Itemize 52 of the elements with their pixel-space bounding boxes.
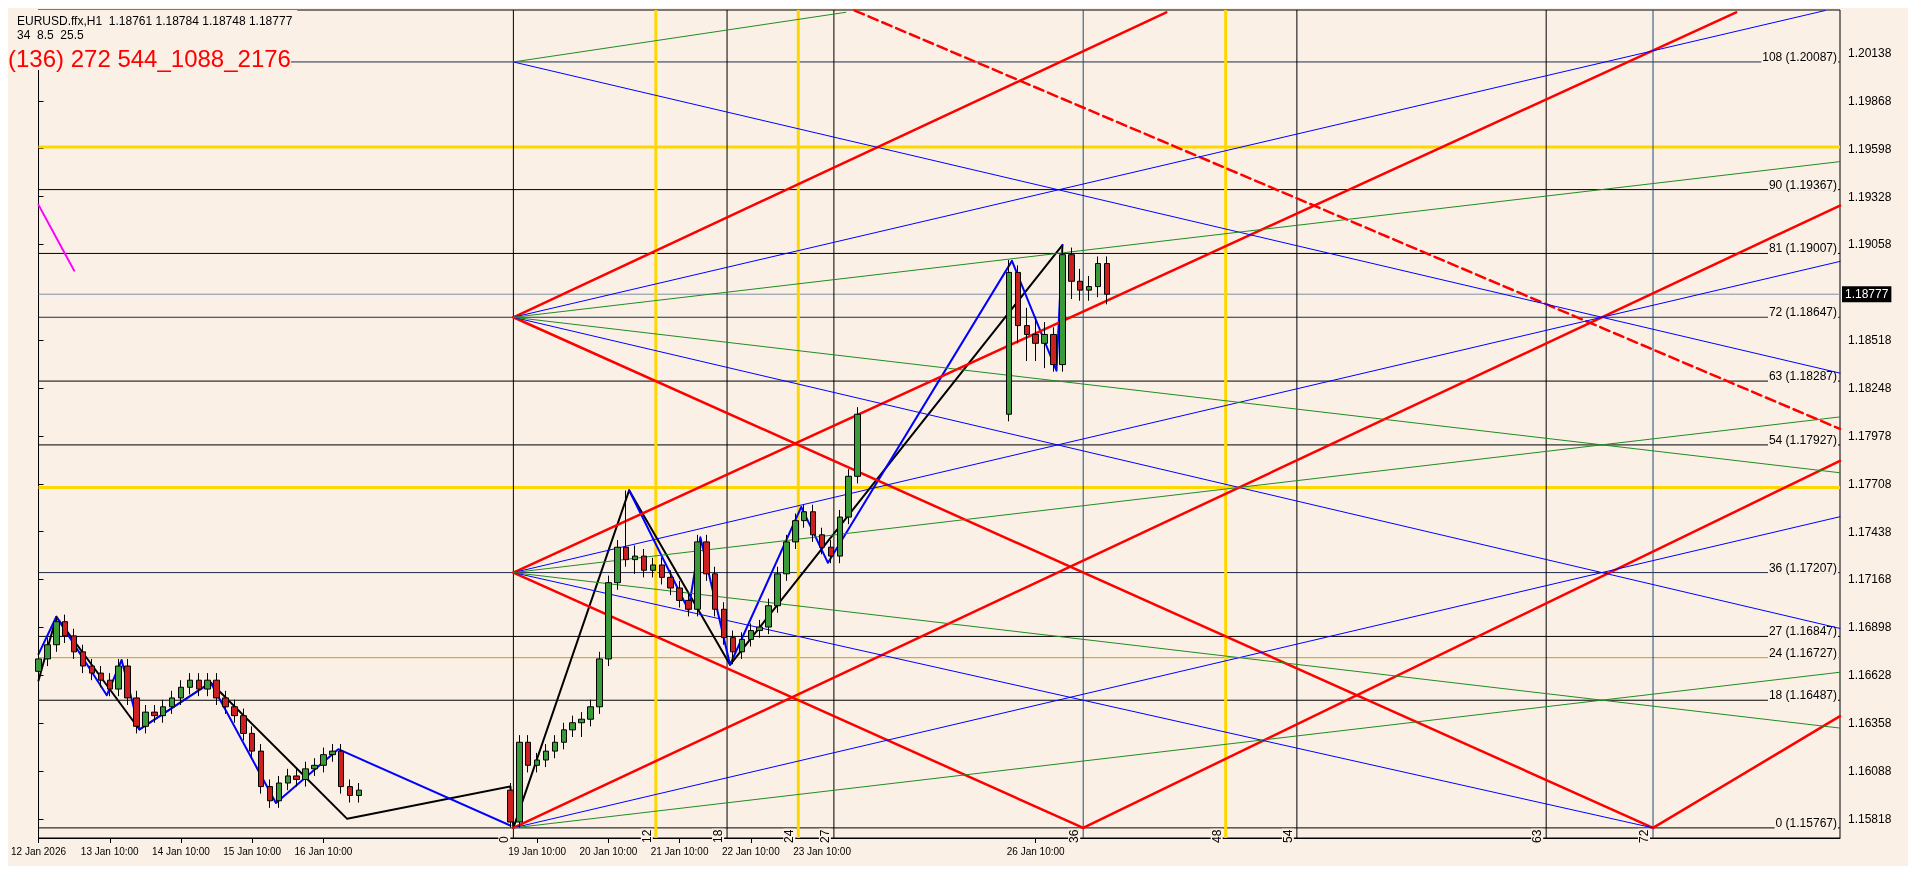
ref-line-label: 0 (1.15767) xyxy=(1775,815,1837,830)
ref-line-label: 108 (1.20087) xyxy=(1762,49,1837,64)
annotation: (136) 272 544_1088_2176 xyxy=(8,44,291,72)
x-tick-label: 21 Jan 10:00 xyxy=(650,845,709,857)
x-tick-label: 13 Jan 10:00 xyxy=(80,845,140,857)
x-tick-label: 26 Jan 10:00 xyxy=(1006,845,1066,857)
text: 34 8.5 25.5 xyxy=(17,28,85,42)
y-tick-label: 1.16358 xyxy=(1848,716,1892,731)
ref-line-label: 54 xyxy=(1280,829,1295,843)
y-tick-label: 1.16088 xyxy=(1848,763,1892,778)
y-tick-label: 1.20138 xyxy=(1848,45,1892,60)
ref-line-label: 0 xyxy=(497,835,512,843)
x-tick-label: 14 Jan 10:00 xyxy=(152,845,211,857)
y-tick-label: 1.16898 xyxy=(1848,620,1892,635)
ref-line-label: 54 (1.17927) xyxy=(1768,432,1837,447)
y-tick-label: 1.17708 xyxy=(1848,476,1892,491)
ref-line-label: 36 xyxy=(1067,829,1082,843)
y-tick-label: 1.17438 xyxy=(1848,524,1892,539)
x-tick-label: 15 Jan 10:00 xyxy=(223,845,282,857)
ref-line-label: 63 (1.18287) xyxy=(1768,369,1837,384)
y-tick-label: 1.16628 xyxy=(1848,668,1892,683)
ref-line-label: 24 xyxy=(782,829,797,843)
y-tick-label: 1.18248 xyxy=(1848,381,1892,396)
x-tick-label: 16 Jan 10:00 xyxy=(294,845,353,857)
ref-line-label: 36 (1.17207) xyxy=(1768,560,1837,575)
chart-title: EURUSD.ffx,H1 1.18761 1.18784 1.18748 1.18777 xyxy=(17,14,293,28)
y-tick-label: 1.17978 xyxy=(1848,428,1892,443)
ref-line-label: 63 xyxy=(1530,829,1545,843)
y-tick-label: 1.17168 xyxy=(1848,572,1892,587)
ref-line-label: 18 (1.16487) xyxy=(1768,688,1837,703)
y-tick-label: 1.19868 xyxy=(1848,93,1892,108)
x-tick-label: 23 Jan 10:00 xyxy=(793,845,852,857)
ref-line-label: 81 (1.19007) xyxy=(1768,241,1837,256)
ref-line-label: 18 xyxy=(711,829,726,843)
y-tick-label: 1.15818 xyxy=(1848,811,1892,826)
ref-line-label: 24 (1.16727) xyxy=(1768,645,1837,660)
x-tick-label: 12 Jan 2026 xyxy=(10,845,67,857)
ref-line-label: 27 xyxy=(817,829,832,843)
ref-line-label: 12 xyxy=(639,829,654,843)
ref-line-label: 1.18777 xyxy=(1845,287,1889,302)
ref-line-label: 72 xyxy=(1637,829,1652,843)
y-tick-label: 1.19328 xyxy=(1848,189,1892,204)
ref-line-label: 27 (1.16847) xyxy=(1768,624,1837,639)
ref-line-label: 90 (1.19367) xyxy=(1768,177,1837,192)
ref-line-label: 48 xyxy=(1209,829,1224,843)
y-tick-label: 1.19598 xyxy=(1848,141,1892,156)
x-tick-label: 19 Jan 10:00 xyxy=(508,845,567,857)
x-tick-label: 22 Jan 10:00 xyxy=(721,845,781,857)
y-tick-label: 1.18518 xyxy=(1848,333,1892,348)
x-tick-label: 20 Jan 10:00 xyxy=(579,845,638,857)
y-tick-label: 1.19058 xyxy=(1848,237,1892,252)
ref-line-label: 72 (1.18647) xyxy=(1768,305,1837,320)
